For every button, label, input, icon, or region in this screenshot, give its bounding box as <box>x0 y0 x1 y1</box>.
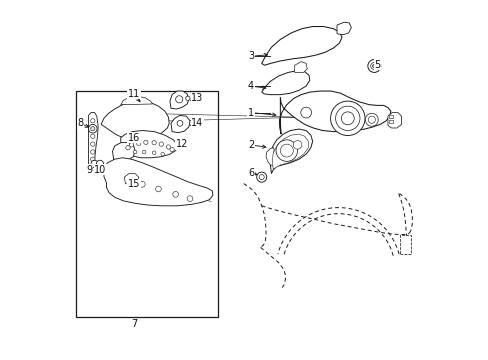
Polygon shape <box>294 62 306 72</box>
Polygon shape <box>121 96 152 105</box>
Polygon shape <box>261 27 341 65</box>
Circle shape <box>172 192 178 197</box>
Circle shape <box>177 121 183 126</box>
Bar <box>388 120 392 123</box>
Circle shape <box>175 96 183 103</box>
Circle shape <box>91 160 98 167</box>
Circle shape <box>280 144 293 157</box>
Circle shape <box>367 59 380 72</box>
Circle shape <box>159 142 163 146</box>
Polygon shape <box>121 131 177 158</box>
Bar <box>400 235 410 253</box>
Text: 3: 3 <box>247 51 253 61</box>
Circle shape <box>90 127 95 131</box>
Circle shape <box>367 116 375 123</box>
Circle shape <box>96 160 103 167</box>
Circle shape <box>293 140 301 149</box>
Circle shape <box>125 145 130 150</box>
Circle shape <box>139 181 145 187</box>
Text: 14: 14 <box>191 118 203 128</box>
Text: 16: 16 <box>128 133 140 143</box>
Polygon shape <box>270 129 312 174</box>
Circle shape <box>90 126 95 130</box>
Circle shape <box>90 134 95 138</box>
Circle shape <box>276 140 297 161</box>
Text: 9: 9 <box>86 165 92 175</box>
Text: 7: 7 <box>131 319 137 329</box>
Text: 13: 13 <box>191 93 203 103</box>
Circle shape <box>90 142 95 146</box>
Text: 2: 2 <box>247 140 254 150</box>
Circle shape <box>169 147 174 152</box>
Polygon shape <box>169 91 188 109</box>
Circle shape <box>133 150 137 154</box>
Polygon shape <box>124 174 139 185</box>
Text: 8: 8 <box>77 118 83 128</box>
Circle shape <box>341 112 353 125</box>
Circle shape <box>187 196 192 202</box>
Text: 4: 4 <box>247 81 253 91</box>
Polygon shape <box>265 148 273 166</box>
Circle shape <box>155 186 161 192</box>
Circle shape <box>152 151 156 154</box>
Text: 15: 15 <box>127 179 140 189</box>
Circle shape <box>88 125 97 133</box>
Circle shape <box>152 140 156 145</box>
Bar <box>76 91 217 317</box>
Circle shape <box>330 101 364 135</box>
Polygon shape <box>336 22 351 35</box>
Polygon shape <box>104 158 212 206</box>
Polygon shape <box>171 116 190 133</box>
Text: 6: 6 <box>247 168 253 178</box>
Circle shape <box>300 107 311 118</box>
Circle shape <box>129 143 133 147</box>
Circle shape <box>335 106 359 131</box>
Polygon shape <box>112 142 135 161</box>
Bar <box>388 115 392 118</box>
Polygon shape <box>88 113 98 168</box>
Circle shape <box>90 150 95 154</box>
Text: 1: 1 <box>247 108 253 118</box>
Circle shape <box>185 96 190 100</box>
Circle shape <box>161 152 164 156</box>
Polygon shape <box>101 101 169 140</box>
Circle shape <box>372 64 375 68</box>
Polygon shape <box>279 91 390 134</box>
Polygon shape <box>387 113 401 128</box>
Circle shape <box>143 140 148 144</box>
Circle shape <box>256 172 266 182</box>
Circle shape <box>365 113 378 126</box>
Circle shape <box>90 119 95 123</box>
Polygon shape <box>272 134 308 169</box>
Text: 5: 5 <box>373 59 380 69</box>
Circle shape <box>136 141 141 145</box>
Polygon shape <box>261 71 309 95</box>
Circle shape <box>166 145 170 149</box>
Text: 10: 10 <box>94 165 106 175</box>
Circle shape <box>142 150 145 154</box>
Circle shape <box>259 175 264 180</box>
Circle shape <box>370 62 377 69</box>
Text: 11: 11 <box>128 89 140 99</box>
Circle shape <box>90 157 95 161</box>
Text: 12: 12 <box>175 139 187 149</box>
